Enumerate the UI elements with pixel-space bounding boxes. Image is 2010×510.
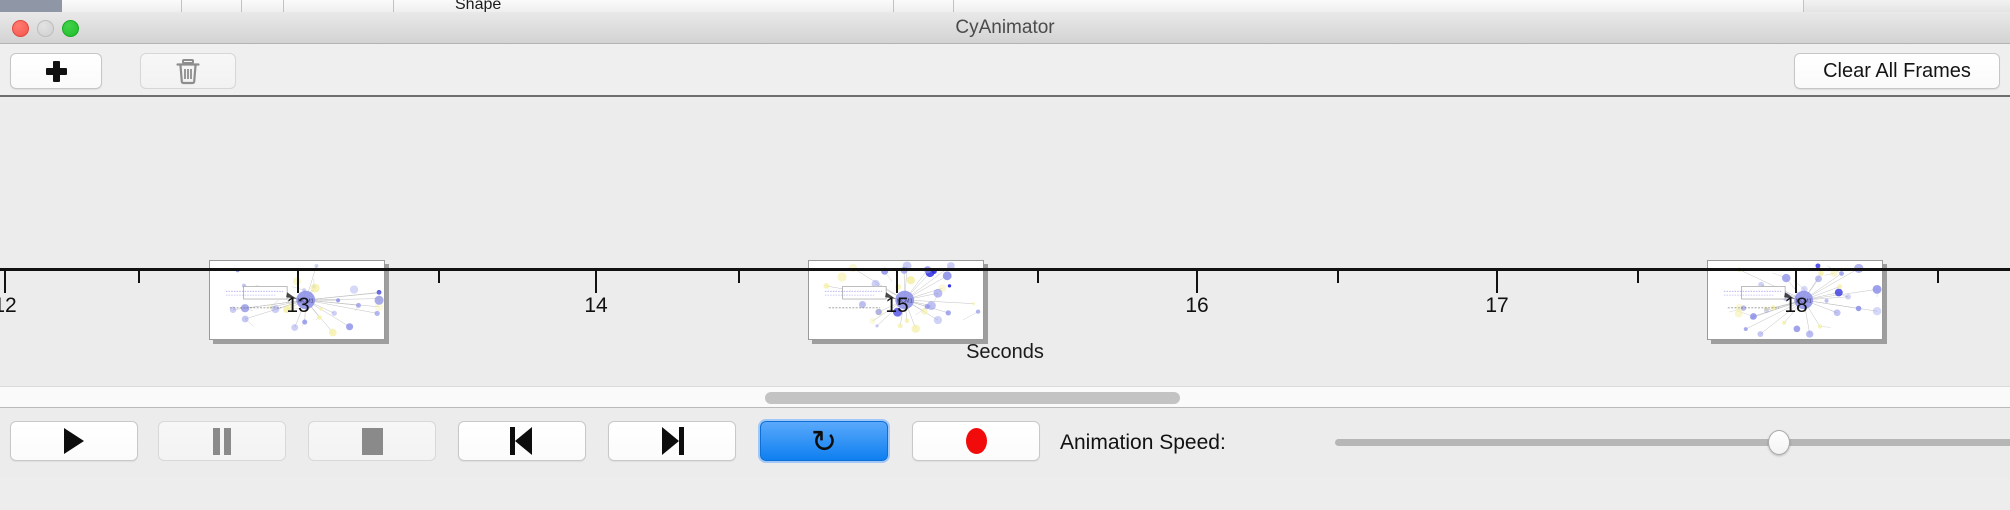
- svg-text:MCM1: MCM1: [897, 298, 913, 304]
- svg-text:MCM1: MCM1: [298, 298, 314, 304]
- tick-major: [896, 271, 898, 293]
- tick-minor: [1937, 271, 1939, 283]
- animation-speed-slider[interactable]: [1335, 430, 2010, 455]
- background-tab: [954, 0, 1804, 14]
- background-tab: [894, 0, 954, 14]
- loop-button[interactable]: ↻: [760, 421, 888, 461]
- background-shape-label: Shape: [455, 0, 502, 13]
- skip-back-icon: [510, 427, 534, 455]
- skip-start-button[interactable]: [458, 421, 586, 461]
- frame-thumbnail: MCM1: [210, 261, 384, 339]
- timeline-ruler[interactable]: 12 13 14 15 16 17 18: [0, 268, 2010, 328]
- clear-all-frames-button[interactable]: Clear All Frames: [1794, 53, 2000, 89]
- tick-label-15: 15: [885, 294, 909, 317]
- record-button[interactable]: [912, 421, 1040, 461]
- plus-icon: [45, 60, 67, 82]
- window-title: CyAnimator: [955, 17, 1055, 38]
- scrollbar-thumb[interactable]: [765, 392, 1180, 404]
- stop-icon: [361, 427, 383, 455]
- background-selected-tab: [0, 0, 62, 12]
- tick-major: [4, 271, 6, 293]
- tick-minor: [138, 271, 140, 283]
- timeline-panel[interactable]: MCM1 MCM1 MCM1 12 13 14 15 16 17 18 Seconds: [0, 97, 2010, 386]
- timeline-frame-3[interactable]: MCM1: [1707, 260, 1883, 340]
- background-window-strip: Shape: [0, 0, 2010, 14]
- delete-frame-button[interactable]: [140, 53, 236, 89]
- cyanimator-window: CyAnimator Clear All Frames MCM1 MCM1 MCM1…: [0, 12, 2010, 510]
- skip-forward-icon: [660, 427, 684, 455]
- tick-label-16: 16: [1185, 294, 1209, 317]
- background-tab: [242, 0, 284, 14]
- tick-minor: [438, 271, 440, 283]
- frame-thumbnail: MCM1: [1708, 261, 1882, 339]
- title-bar: CyAnimator: [0, 12, 2010, 44]
- tick-minor: [1337, 271, 1339, 283]
- axis-title-seconds: Seconds: [966, 341, 1044, 363]
- tick-label-13: 13: [286, 294, 310, 317]
- animation-speed-thumb[interactable]: [1767, 430, 1790, 455]
- playback-toolbar: ↻ Animation Speed:: [0, 408, 2010, 478]
- tick-minor: [738, 271, 740, 283]
- record-icon: [965, 428, 987, 454]
- trash-icon: [176, 59, 200, 85]
- background-tab: [62, 0, 182, 14]
- tick-label-18: 18: [1784, 294, 1808, 317]
- tick-minor: [1037, 271, 1039, 283]
- close-button[interactable]: [12, 20, 29, 37]
- tick-label-17: 17: [1485, 294, 1509, 317]
- play-icon: [64, 428, 84, 454]
- tick-label-14: 14: [584, 294, 608, 317]
- skip-end-button[interactable]: [608, 421, 736, 461]
- minimize-button[interactable]: [37, 20, 54, 37]
- tick-major: [1196, 271, 1198, 293]
- tick-label-12: 12: [0, 294, 17, 317]
- stop-button[interactable]: [308, 421, 436, 461]
- background-tab: [182, 0, 242, 14]
- tick-major: [595, 271, 597, 293]
- zoom-button[interactable]: [62, 20, 79, 37]
- tick-major: [297, 271, 299, 293]
- tick-minor: [1637, 271, 1639, 283]
- traffic-light-group: [12, 20, 79, 37]
- timeline-frame-1[interactable]: MCM1: [209, 260, 385, 340]
- frame-toolbar: Clear All Frames: [0, 44, 2010, 97]
- background-tab: [284, 0, 394, 14]
- tick-major: [1496, 271, 1498, 293]
- pause-icon: [211, 427, 233, 455]
- timeline-scrollbar[interactable]: [0, 386, 2010, 408]
- play-button[interactable]: [10, 421, 138, 461]
- add-frame-button[interactable]: [10, 53, 102, 89]
- tick-major: [1795, 271, 1797, 293]
- animation-speed-label: Animation Speed:: [1060, 431, 1226, 454]
- pause-button[interactable]: [158, 421, 286, 461]
- axis-line: [0, 268, 2010, 271]
- loop-icon: ↻: [811, 423, 837, 459]
- svg-text:MCM1: MCM1: [1796, 298, 1812, 304]
- background-tab: [394, 0, 894, 14]
